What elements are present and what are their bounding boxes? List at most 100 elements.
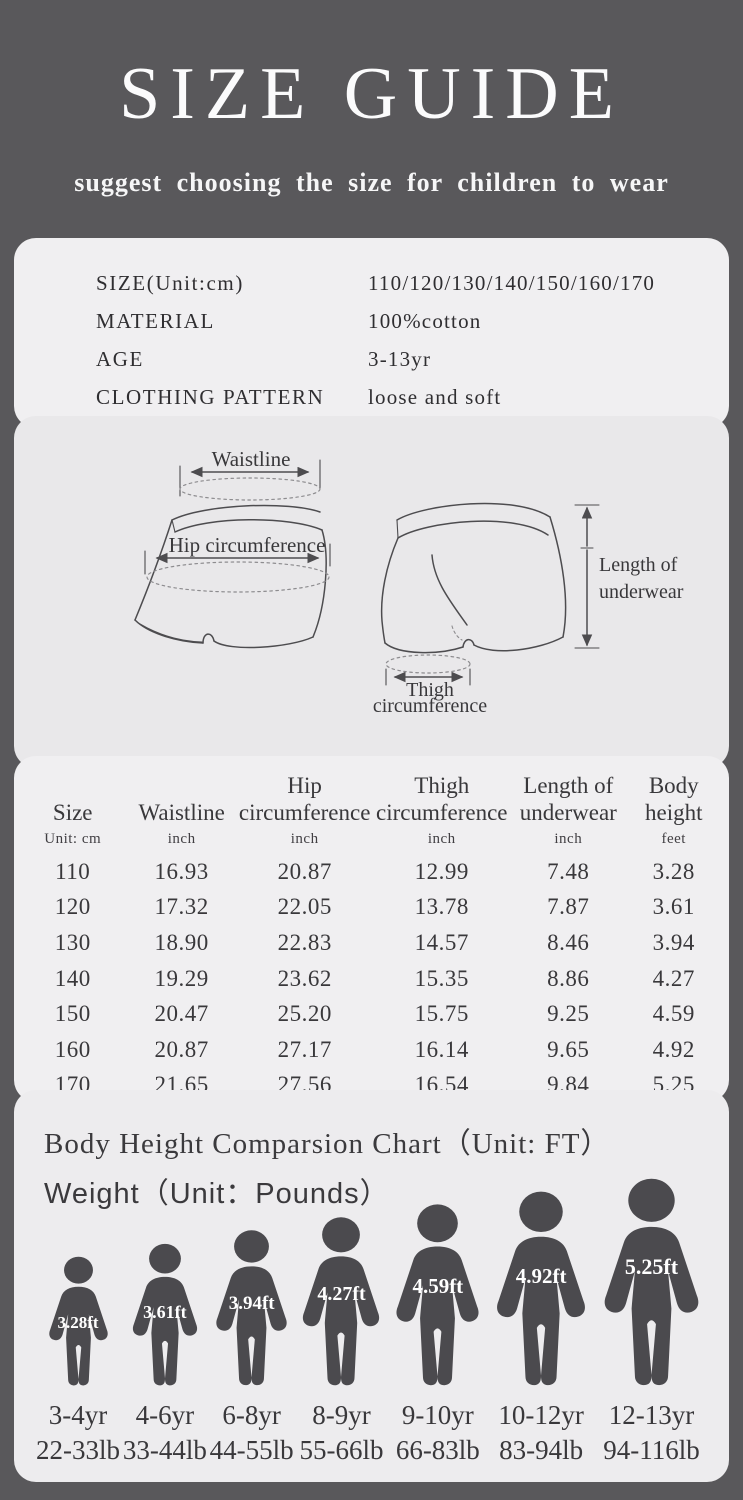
height-figures-row: 3.28ft 3-4yr 22-33lb 3.61ft 4-6yr 33-44l…	[36, 1176, 707, 1466]
figure-age-label: 3-4yr	[48, 1400, 108, 1430]
underwear-measurement-diagram: Waistline Hip circumference Length of un…	[134, 447, 684, 717]
child-silhouette-icon	[596, 1176, 707, 1386]
column-unit: inch	[290, 831, 319, 847]
figure-weight-label: 22-33lb	[36, 1435, 120, 1465]
measurement-diagram-card: Waistline Hip circumference Length of un…	[14, 416, 729, 768]
chart-title-line2: Weight（Unit：Pounds）	[44, 1178, 390, 1210]
table-cell: 160	[54, 1036, 91, 1062]
page-title: SIZE GUIDE	[119, 53, 624, 135]
table-cell: 14.57	[414, 929, 469, 955]
table-cell: 4.27	[652, 965, 695, 991]
table-cell: 15.75	[414, 1001, 469, 1027]
info-label: SIZE(Unit:cm)	[96, 270, 244, 295]
table-cell: 3.94	[652, 929, 695, 955]
figure-column: 3.94ft 6-8yr 44-55lb	[210, 1228, 294, 1466]
table-cell: 19.29	[154, 965, 209, 991]
table-cell: 18.90	[154, 929, 209, 955]
figure-height-label: 3.94ft	[228, 1292, 275, 1314]
info-value: 110/120/130/140/150/160/170	[368, 270, 656, 295]
product-info-card: SIZE(Unit:cm) 110/120/130/140/150/160/17…	[14, 238, 729, 428]
table-cell: 8.86	[547, 965, 590, 991]
figure-column: 4.92ft 10-12yr 83-94lb	[489, 1189, 593, 1466]
table-cell: 9.25	[547, 1001, 590, 1027]
figure-column: 3.28ft 3-4yr 22-33lb	[36, 1255, 120, 1466]
info-label: MATERIAL	[96, 308, 215, 333]
table-cell: 16.93	[154, 858, 209, 884]
table-cell: 23.62	[277, 965, 332, 991]
info-row-pattern: CLOTHING PATTERN loose and soft	[96, 378, 729, 416]
figure-height-label: 3.28ft	[57, 1312, 99, 1332]
table-cell: 3.61	[652, 894, 695, 920]
table-cell: 150	[54, 1001, 91, 1027]
table-body: 110 16.93 20.87 12.99 7.48 3.28 120 17.3…	[20, 854, 723, 1103]
figure-height-label: 3.61ft	[143, 1302, 187, 1323]
column-unit: Unit: cm	[44, 831, 102, 847]
info-value: 100%cotton	[368, 308, 482, 333]
table-cell: 130	[54, 929, 91, 955]
figure-weight-label: 44-55lb	[209, 1435, 294, 1465]
hip-circumference-label: Hip circumference	[169, 533, 326, 557]
table-cell: 22.05	[277, 894, 332, 920]
table-cell: 13.78	[414, 894, 469, 920]
figure-age-label: 10-12yr	[498, 1400, 584, 1430]
size-table: Size Unit: cm Waistline inch Hip circumfer…	[14, 756, 729, 1103]
table-header-row: Size Unit: cm Waistline inch Hip circumfer…	[20, 772, 723, 848]
table-cell: 4.59	[652, 1001, 695, 1027]
table-row: 120 17.32 22.05 13.78 7.87 3.61	[20, 890, 723, 926]
child-figure: 3.28ft	[44, 1255, 113, 1386]
thigh-circumference-label-line2: circumference	[373, 695, 487, 717]
table-row: 150 20.47 25.20 15.75 9.25 4.59	[20, 996, 723, 1032]
figure-column: 4.59ft 9-10yr 66-83lb	[389, 1202, 486, 1466]
figure-age-label: 6-8yr	[222, 1400, 281, 1430]
figure-height-label: 4.27ft	[317, 1283, 366, 1306]
child-figure: 3.94ft	[210, 1228, 293, 1386]
figure-age-label: 9-10yr	[401, 1400, 474, 1430]
info-label: CLOTHING PATTERN	[96, 384, 325, 409]
table-cell: 3.28	[652, 858, 695, 884]
table-cell: 20.87	[277, 858, 332, 884]
column-unit: inch	[554, 831, 583, 847]
info-value: 3-13yr	[368, 346, 432, 371]
column-header: Hip circumference	[238, 773, 371, 825]
thigh-circumference-label-line1: Thigh	[406, 679, 454, 701]
figure-column: 5.25ft 12-13yr 94-116lb	[596, 1176, 707, 1466]
table-cell: 27.17	[277, 1036, 332, 1062]
table-cell: 25.20	[277, 1001, 332, 1027]
table-cell: 7.48	[547, 858, 590, 884]
figure-weight-label: 33-44lb	[122, 1435, 207, 1465]
table-cell: 4.92	[652, 1036, 695, 1062]
waistline-label: Waistline	[212, 447, 291, 471]
child-figure: 4.92ft	[489, 1189, 593, 1386]
table-row: 130 18.90 22.83 14.57 8.46 3.94	[20, 925, 723, 961]
figure-column: 3.61ft 4-6yr 33-44lb	[123, 1242, 207, 1466]
table-cell: 140	[54, 965, 91, 991]
length-of-underwear-label-line2: underwear	[599, 581, 684, 603]
table-cell: 120	[54, 894, 91, 920]
info-row-age: AGE 3-13yr	[96, 340, 729, 378]
table-row: 110 16.93 20.87 12.99 7.48 3.28	[20, 854, 723, 890]
figure-age-label: 12-13yr	[608, 1400, 695, 1430]
table-cell: 110	[55, 858, 91, 884]
table-cell: 7.87	[547, 894, 590, 920]
table-cell: 17.32	[154, 894, 209, 920]
table-cell: 16.14	[414, 1036, 469, 1062]
chart-title-line1: Body Height Comparsion Chart（Unit: FT）	[44, 1128, 611, 1160]
child-figure: 4.27ft	[296, 1215, 386, 1386]
table-cell: 22.83	[277, 929, 332, 955]
figure-column: 4.27ft 8-9yr 55-66lb	[296, 1215, 386, 1466]
figure-age-label: 8-9yr	[312, 1400, 371, 1430]
column-unit: inch	[167, 831, 196, 847]
figure-height-label: 5.25ft	[624, 1253, 679, 1279]
figure-weight-label: 66-83lb	[395, 1435, 480, 1465]
column-unit: inch	[427, 831, 456, 847]
page-subtitle: suggest choosing the size for children t…	[74, 168, 669, 197]
figure-age-label: 4-6yr	[135, 1400, 195, 1430]
size-table-card: Size Unit: cm Waistline inch Hip circumfer…	[14, 756, 729, 1102]
table-row: 140 19.29 23.62 15.35 8.86 4.27	[20, 961, 723, 997]
figure-height-label: 4.92ft	[515, 1263, 567, 1288]
height-comparison-card: Body Height Comparsion Chart（Unit: FT） W…	[14, 1090, 729, 1482]
child-figure: 3.61ft	[127, 1242, 203, 1386]
column-header: Waistline	[138, 800, 225, 825]
table-cell: 20.47	[154, 1001, 209, 1027]
info-row-material: MATERIAL 100%cotton	[96, 302, 729, 340]
